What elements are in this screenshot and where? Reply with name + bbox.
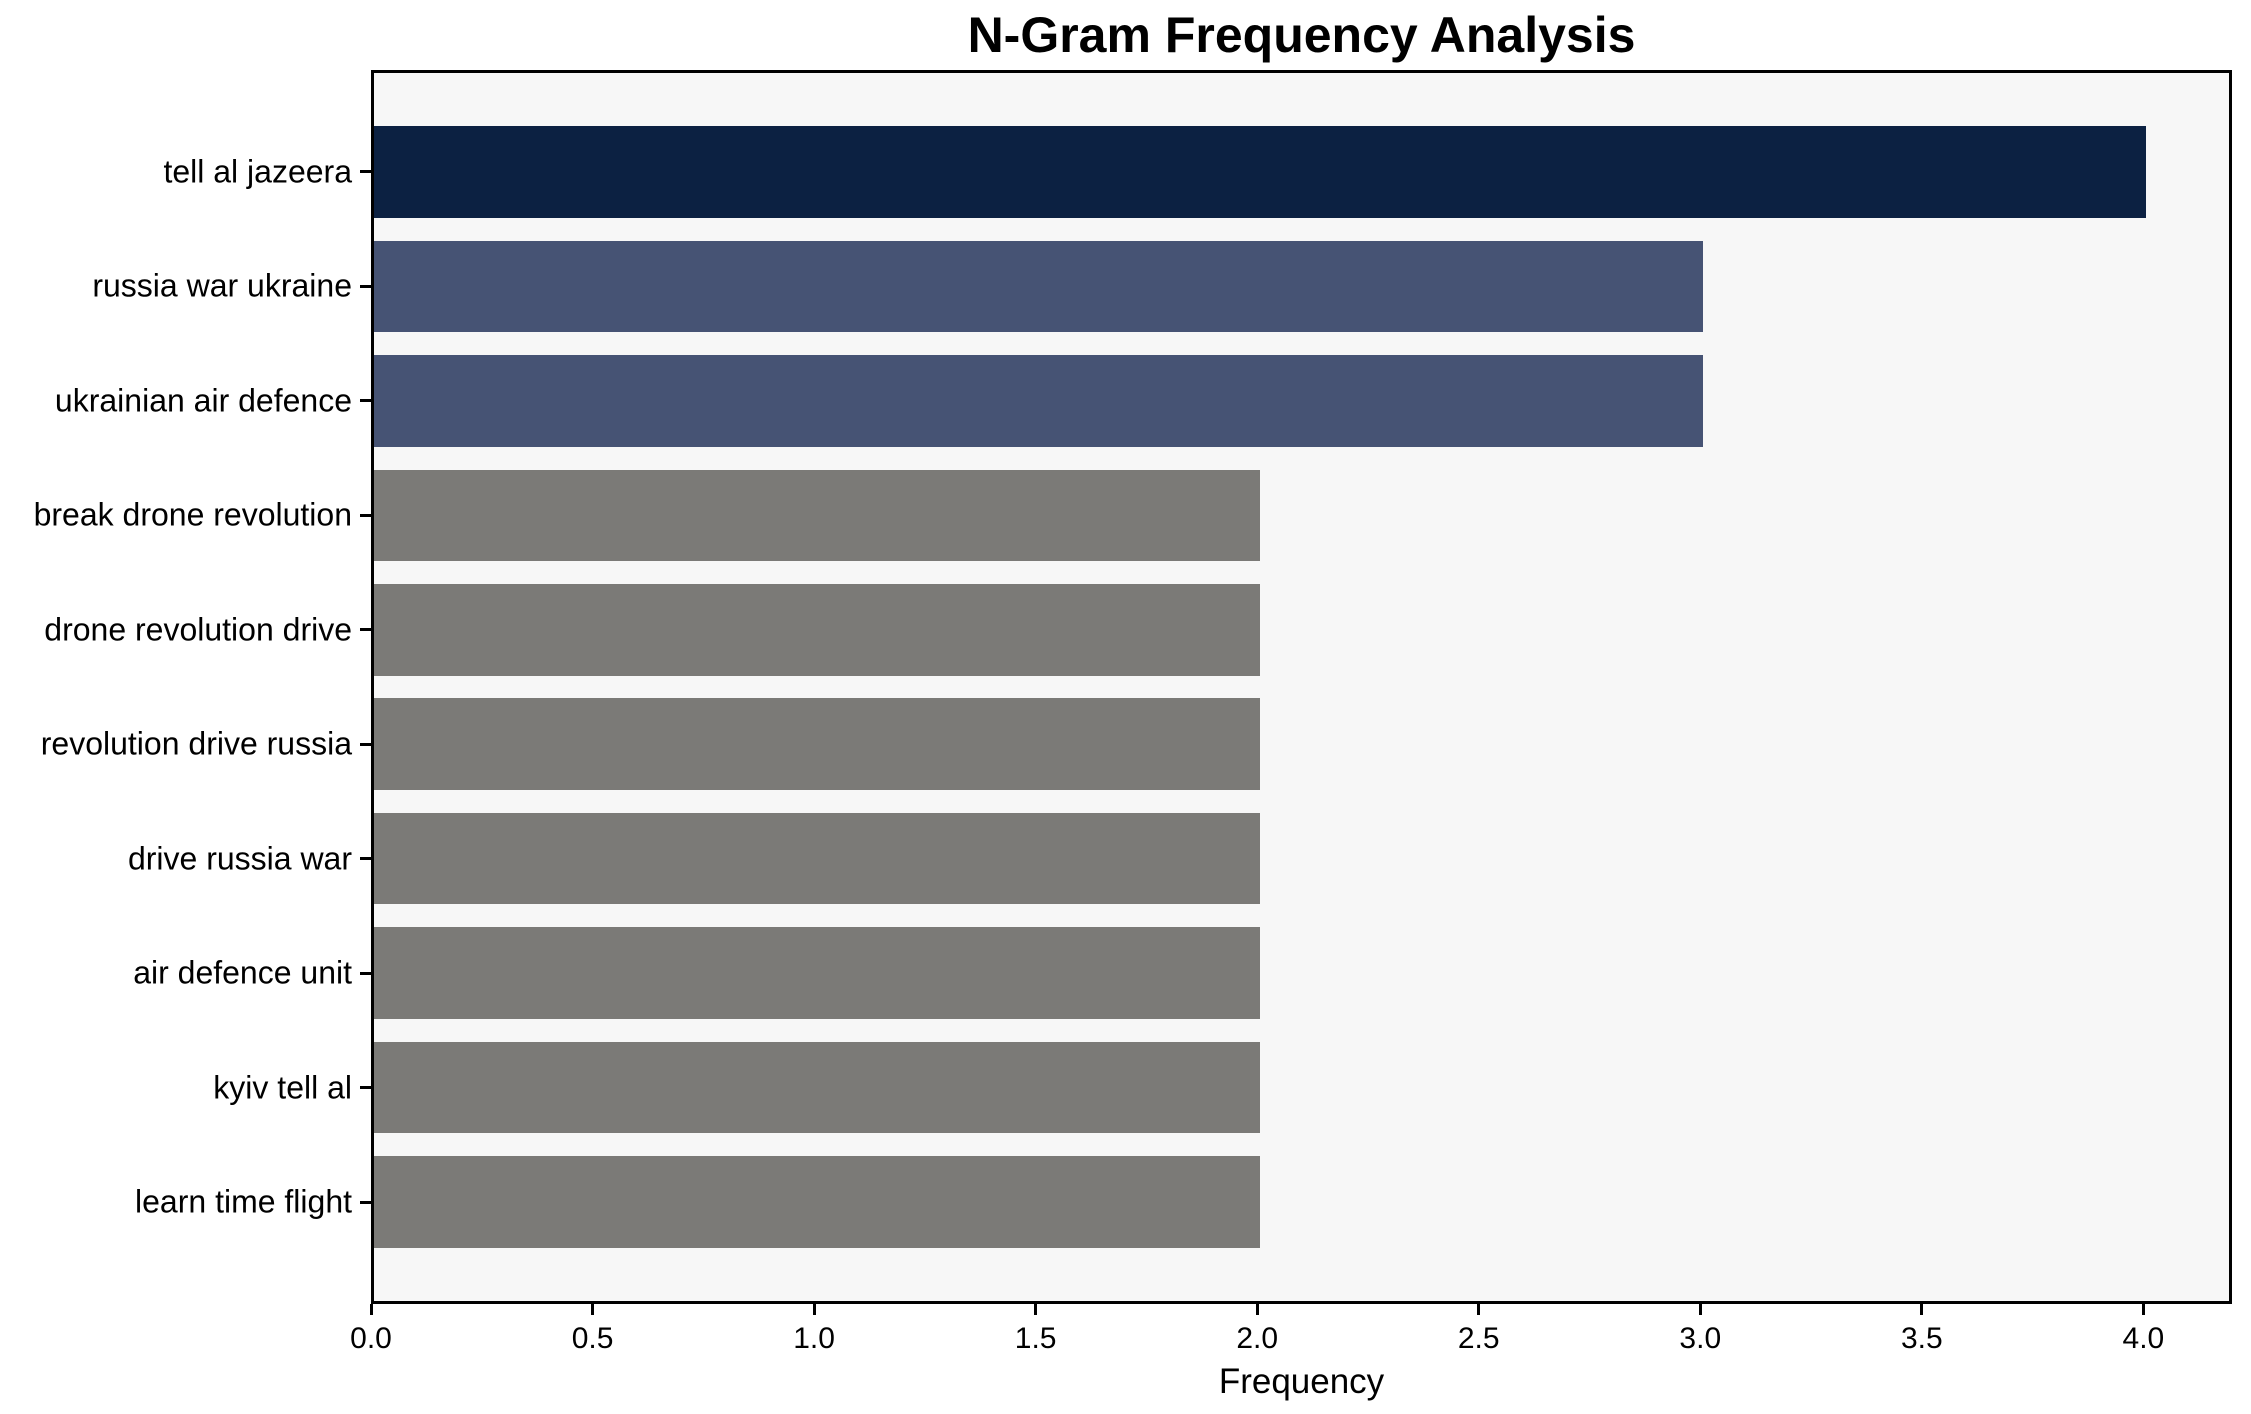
bar-kyiv-tell-al <box>374 1041 1261 1134</box>
x-tick-label: 2.5 <box>1457 1322 1500 1355</box>
y-tick-mark <box>360 857 371 861</box>
x-tick-label: 1.0 <box>793 1322 835 1355</box>
x-tick-mark <box>812 1304 816 1315</box>
y-tick-label: air defence unit <box>133 954 352 991</box>
x-tick-mark <box>1477 1304 1481 1315</box>
y-tick-mark <box>360 971 371 975</box>
x-tick-label: 0.0 <box>350 1322 392 1355</box>
y-tick-label: drive russia war <box>127 840 352 877</box>
y-tick-mark <box>360 513 371 517</box>
chart-title: N-Gram Frequency Analysis <box>967 7 1636 63</box>
y-tick-mark <box>360 742 371 746</box>
bar-revolution-drive-russia <box>374 698 1261 790</box>
x-tick-mark <box>1920 1304 1924 1315</box>
x-axis-label: Frequency <box>1218 1362 1385 1401</box>
y-tick-label: revolution drive russia <box>40 725 352 762</box>
y-tick-label: learn time flight <box>135 1183 352 1220</box>
x-tick-label: 3.5 <box>1900 1322 1943 1355</box>
bar-drone-revolution-drive <box>374 583 1261 676</box>
y-tick-mark <box>360 1200 371 1204</box>
y-tick-mark <box>360 628 371 632</box>
y-tick-label: tell al jazeera <box>163 153 352 190</box>
x-tick-mark <box>2141 1304 2145 1315</box>
y-tick-label: kyiv tell al <box>213 1069 352 1106</box>
y-tick-label: break drone revolution <box>33 496 352 533</box>
bar-air-defence-unit <box>374 927 1261 1019</box>
x-tick-label: 1.5 <box>1014 1322 1057 1355</box>
bar-learn-time-flight <box>374 1156 1261 1248</box>
y-tick-label: drone revolution drive <box>44 611 352 648</box>
y-tick-mark <box>360 399 371 403</box>
x-tick-mark <box>1034 1304 1038 1315</box>
x-tick-label: 4.0 <box>2122 1322 2165 1355</box>
x-tick-label: 0.5 <box>571 1322 614 1355</box>
x-tick-label: 2.0 <box>1236 1322 1279 1355</box>
bar-tell-al-jazeera <box>374 126 2147 218</box>
plot-area <box>371 70 2232 1304</box>
y-tick-mark <box>360 284 371 288</box>
x-tick-label: 3.0 <box>1679 1322 1722 1355</box>
bar-break-drone-revolution <box>374 469 1261 562</box>
x-tick-mark <box>1255 1304 1259 1315</box>
y-tick-label: ukrainian air defence <box>54 382 352 419</box>
bar-ukrainian-air-defence <box>374 355 1704 447</box>
bar-russia-war-ukraine <box>374 240 1704 333</box>
x-tick-mark <box>369 1304 373 1315</box>
bar-drive-russia-war <box>374 812 1261 905</box>
y-tick-mark <box>360 1086 371 1090</box>
y-tick-label: russia war ukraine <box>92 267 352 304</box>
y-tick-mark <box>360 170 371 174</box>
x-tick-mark <box>1698 1304 1702 1315</box>
x-tick-mark <box>591 1304 595 1315</box>
